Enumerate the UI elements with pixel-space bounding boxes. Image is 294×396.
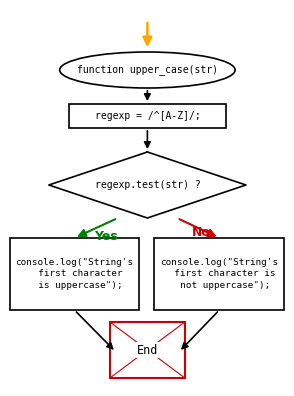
- Text: function upper_case(str): function upper_case(str): [77, 65, 218, 76]
- Text: No: No: [192, 225, 211, 238]
- FancyBboxPatch shape: [110, 322, 185, 378]
- Text: console.log("String's
  first character
  is uppercase");: console.log("String's first character is…: [15, 258, 133, 290]
- Text: Yes: Yes: [94, 230, 118, 242]
- Text: console.log("String's
  first character is
  not uppercase");: console.log("String's first character is…: [160, 258, 278, 290]
- Text: regexp = /^[A-Z]/;: regexp = /^[A-Z]/;: [94, 111, 200, 121]
- Text: End: End: [137, 343, 158, 356]
- Text: regexp.test(str) ?: regexp.test(str) ?: [94, 180, 200, 190]
